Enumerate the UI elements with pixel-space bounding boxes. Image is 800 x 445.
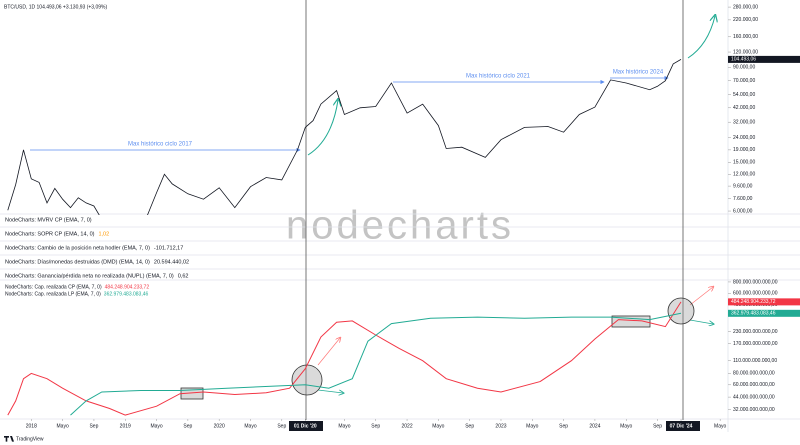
annotation: Max histórico ciclo 2021 (466, 74, 531, 80)
x-tick-label: Mayo (526, 423, 538, 429)
y-tick-label: 9.600,00 (733, 183, 753, 189)
x-tick-label: Mayo (620, 423, 632, 429)
y-tick-label: 600.000.000.000,00 (733, 291, 778, 297)
x-tick-label: Mayo (150, 423, 162, 429)
legend-label: NodeCharts: Cap. realizada LP (EMA, 7, 0… (5, 291, 101, 297)
legend-value: 484.248.904.233,72 (105, 284, 150, 290)
indicator-label: NodeCharts: Cambio de la posición neta h… (5, 245, 150, 251)
x-tick-label: Mayo (714, 423, 726, 429)
x-highlight (289, 421, 323, 431)
annotation: Max histórico 2024 (613, 70, 664, 76)
y-tick-label: 54.000,00 (733, 92, 755, 98)
y-tick-label: 280.000,00 (733, 4, 758, 10)
x-tick-label: Sep (653, 423, 662, 429)
series-group (7, 301, 682, 416)
price-tag-label: 362.979.483.083,46 (731, 311, 776, 317)
series-line (7, 59, 682, 215)
y-tick-label: 42.000,00 (733, 105, 755, 111)
indicator-label: NodeCharts: Días/monedas destruidas (DMD… (5, 259, 150, 265)
y-tick-label: 110.000.000.000,00 (733, 358, 777, 364)
x-tick-label: 2020 (214, 423, 225, 429)
legend-value: 362.979.483.083,46 (104, 291, 149, 297)
y-tick-label: 32.000.000.000,00 (733, 407, 775, 413)
y-tick-label: 800.000.000.000,00 (733, 279, 778, 285)
legend-label: NodeCharts: Cap. realizada CP (EMA, 7, 0… (5, 284, 102, 290)
logo (4, 436, 14, 442)
x-tick-label: Mayo (244, 423, 256, 429)
x-tick-label: 2022 (401, 423, 412, 429)
indicator-value: -101.712,17 (154, 245, 183, 251)
y-tick-label: 44.000.000.000,00 (733, 394, 775, 400)
separators (0, 0, 800, 432)
indicator-value: 1,02 (98, 231, 109, 237)
x-tick-label: Mayo (432, 423, 444, 429)
price-tag-label: 104.493,06 (731, 57, 756, 63)
watermark: nodecharts (286, 204, 514, 248)
y-tick-label: 15.000,00 (733, 160, 755, 166)
series-line (70, 312, 682, 416)
x-tick-label: Sep (183, 423, 192, 429)
cycle-lines (305, 0, 684, 420)
price-tag (728, 309, 800, 317)
y-tick-label: 170.000.000.000,00 (733, 341, 778, 347)
x-tick-label: 07 Dic '24 (670, 423, 693, 429)
x-tick-label: 01 Dic '20 (294, 423, 317, 429)
y-tick-label: 70.000,00 (733, 78, 755, 84)
indicator-label: NodeCharts: Ganancia/pérdida neta no rea… (5, 273, 174, 279)
indicator-value: 0,62 (178, 273, 189, 279)
y-tick-label: 7.600,00 (733, 196, 753, 202)
arrows (30, 16, 715, 400)
y-tick-label: 80.000.000.000,00 (733, 371, 775, 377)
indicator-label: NodeCharts: MVRV CP (EMA, 7, 0) (5, 217, 92, 223)
y-tick-label: 60.000.000.000,00 (733, 382, 775, 388)
x-tick-label: 2018 (26, 423, 37, 429)
y-tick-label: 220.000,00 (733, 17, 758, 23)
y-tick-label: 230.000.000.000,00 (733, 329, 778, 335)
y-tick-label: 6.000,00 (733, 208, 753, 214)
x-tick-label: 2024 (589, 423, 600, 429)
x-tick-label: Sep (465, 423, 474, 429)
x-tick-label: Sep (277, 423, 286, 429)
header: BTC/USD, 1D 104.493,06 +3.130,93 (+3,09%… (4, 4, 107, 10)
y-tick-label: 120.000,00 (733, 49, 758, 55)
x-tick-label: Sep (371, 423, 380, 429)
y-tick-label: 90.000,00 (733, 65, 755, 71)
series-group (7, 59, 682, 215)
x-tick-label: Mayo (57, 423, 69, 429)
series-line (7, 301, 682, 416)
annotation: Max histórico ciclo 2017 (128, 142, 193, 148)
y-tick-label: 19.000,00 (733, 147, 755, 153)
x-tick-label: 2019 (120, 423, 131, 429)
price-tag (728, 55, 800, 63)
y-tick-label: 24.000,00 (733, 135, 755, 141)
y-tick-label: 32.000,00 (733, 120, 755, 126)
x-tick-label: Sep (89, 423, 98, 429)
branding: TradingView (16, 436, 44, 442)
x-tick-label: Sep (559, 423, 568, 429)
price-tag (728, 298, 800, 306)
indicator-label: NodeCharts: SOPR CP (EMA, 14, 0) (5, 231, 95, 237)
x-tick-label: Mayo (338, 423, 350, 429)
indicator-value: 20.594.440,02 (154, 259, 189, 265)
x-tick-label: 2023 (495, 423, 506, 429)
y-tick-label: 160.000,00 (733, 34, 758, 40)
price-tag-label: 484.248.904.233,72 (731, 299, 776, 305)
x-highlight (666, 421, 700, 431)
y-tick-label: 12.000,00 (733, 172, 755, 178)
